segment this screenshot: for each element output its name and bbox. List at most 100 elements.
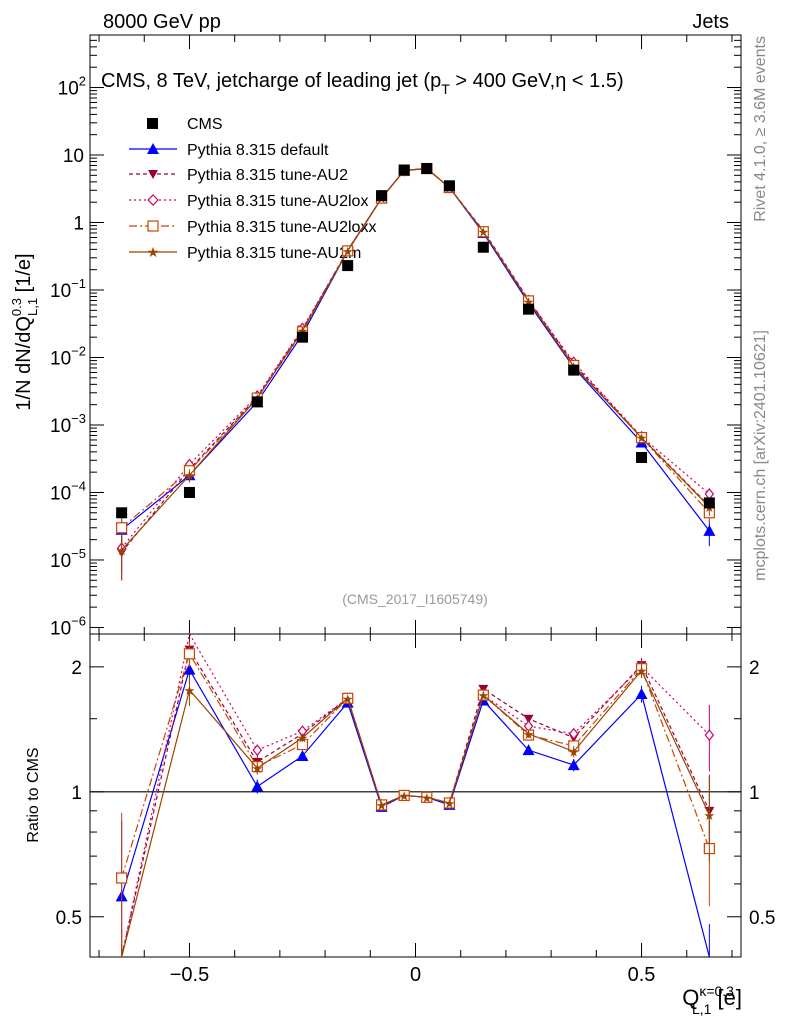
ratio-series-point-4: ★ xyxy=(444,796,456,811)
cms-data-point xyxy=(568,364,580,376)
x-tick-label: 0 xyxy=(410,964,421,986)
main-y-tick-exponent: −5 xyxy=(71,546,86,561)
legend-label-default: Pythia 8.315 default xyxy=(187,142,329,159)
cms-data-point xyxy=(296,331,308,343)
main-series-point-0 xyxy=(703,524,716,536)
ratio-series-point-4: ★ xyxy=(297,731,309,746)
main-y-tick-base: 10 xyxy=(50,483,71,504)
ratio-series-point-3 xyxy=(116,872,128,884)
legend-entry-au2m: ★ Pythia 8.315 tune-AU2m xyxy=(129,244,361,262)
ratio-series-point-2 xyxy=(568,727,579,740)
main-y-tick-base: 10 xyxy=(50,416,71,437)
ratio-series-point-0 xyxy=(251,780,264,792)
rivet-info: Rivet 4.1.0, ≥ 3.6M events xyxy=(752,36,769,222)
main-series-point-4: ★ xyxy=(636,431,648,446)
main-y-tick-exponent: −6 xyxy=(71,613,86,628)
legend-entry-au2loxx: Pythia 8.315 tune-AU2loxx xyxy=(129,219,376,236)
main-series-point-4: ★ xyxy=(297,324,309,339)
legend-entry-cms: CMS xyxy=(147,116,223,133)
legend-label-au2: Pythia 8.315 tune-AU2 xyxy=(187,167,348,184)
legend-marker-default xyxy=(147,143,159,154)
main-series-point-4: ★ xyxy=(184,468,196,483)
cms-data-point xyxy=(398,164,410,176)
ratio-series-point-4: ★ xyxy=(376,798,388,813)
main-y-tick-label: 10−1 xyxy=(50,276,86,302)
cms-data-point xyxy=(523,303,535,315)
cms-data-point xyxy=(376,190,388,202)
ratio-series-point-4: ★ xyxy=(398,788,410,803)
main-y-tick-label: 10−5 xyxy=(50,546,86,572)
main-y-label-sup: 0.3 xyxy=(9,298,24,316)
ratio-series-point-0 xyxy=(567,759,580,771)
legend-marker-au2m: ★ xyxy=(147,244,160,260)
ratio-series-point-4: ★ xyxy=(477,688,489,703)
ratio-series: ★ ★ ★ ★ ★ ★ ★ ★ ★ ★ ★ ★ ★ xyxy=(115,632,716,958)
ratio-series-point-0 xyxy=(296,749,309,761)
main-y-tick-exponent: −1 xyxy=(71,276,86,291)
analysis-watermark: (CMS_2017_I1605749) xyxy=(342,591,488,607)
main-y-tick-exponent: 2 xyxy=(79,74,86,89)
ratio-series-point-2 xyxy=(252,744,263,757)
main-y-tick-label: 10−6 xyxy=(50,613,86,639)
ratio-series-line-4 xyxy=(121,669,710,958)
main-y-tick-base: 10 xyxy=(58,79,79,100)
ratio-y-tick-label-right: 1 xyxy=(749,783,760,804)
legend-marker-au2lox xyxy=(147,194,159,206)
ratio-series-point-1 xyxy=(523,714,534,724)
ratio-y-axis-label: Ratio to CMS xyxy=(25,747,42,842)
main-y-tick-base: 10 xyxy=(63,146,84,167)
main-y-tick-label: 10−2 xyxy=(50,343,86,369)
cms-data-point xyxy=(477,241,489,253)
ratio-series-point-0 xyxy=(635,688,648,700)
main-y-tick-label: 102 xyxy=(58,74,86,100)
ratio-series-point-4: ★ xyxy=(342,691,354,706)
main-series: ★★★★★★★★★★★★★★ xyxy=(115,162,716,581)
x-axis-label: Qκ=0.3 L,1 [e] xyxy=(682,983,742,1017)
main-series-line-1 xyxy=(121,167,710,553)
legend-marker-cms xyxy=(147,118,158,129)
cms-data-point xyxy=(443,180,455,192)
main-y-label-main: 1/N dN/dQ xyxy=(13,316,35,410)
header-observable: Jets xyxy=(692,11,729,33)
ratio-y-tick-label-right: 0.5 xyxy=(749,908,775,929)
legend-entry-au2lox: Pythia 8.315 tune-AU2lox xyxy=(129,193,368,210)
main-y-tick-exponent: −4 xyxy=(71,478,86,493)
ratio-series-line-1 xyxy=(121,648,710,958)
x-label-main: Q xyxy=(682,985,699,1010)
ratio-series-point-4: ★ xyxy=(568,745,580,760)
legend-label-au2lox: Pythia 8.315 tune-AU2lox xyxy=(187,193,368,210)
ratio-y-tick-label-left: 1 xyxy=(71,783,82,804)
cms-data-point xyxy=(116,507,128,519)
main-y-tick-label: 1 xyxy=(73,214,84,235)
cms-data-point xyxy=(183,486,195,498)
main-y-tick-label: 10−3 xyxy=(50,411,86,437)
ratio-series-point-4: ★ xyxy=(421,790,433,805)
main-y-tick-base: 10 xyxy=(50,551,71,572)
main-series-point-3 xyxy=(116,522,128,534)
ratio-series-point-4: ★ xyxy=(636,664,648,679)
ratio-series-point-4: ★ xyxy=(523,727,535,742)
main-y-tick-base: 10 xyxy=(50,348,71,369)
ratio-series-point-4: ★ xyxy=(704,808,716,823)
plot-title-main: CMS, 8 TeV, jetcharge of leading jet (p xyxy=(101,70,441,92)
main-y-label-unit: [1/e] xyxy=(13,253,35,297)
legend-entry-au2: Pythia 8.315 tune-AU2 xyxy=(129,167,348,184)
x-label-sub: L,1 xyxy=(692,1001,712,1017)
main-y-tick-base: 10 xyxy=(50,618,71,639)
x-tick-label: −0.5 xyxy=(170,964,209,986)
main-series-point-4: ★ xyxy=(342,244,354,259)
main-y-tick-base: 1 xyxy=(73,214,84,235)
x-label-unit: [e] xyxy=(711,985,742,1010)
ratio-series-point-0 xyxy=(183,663,196,675)
plot-title-rest: > 400 GeV,η < 1.5) xyxy=(450,70,624,92)
legend-entry-default: Pythia 8.315 default xyxy=(129,142,329,159)
main-y-tick-exponent: −3 xyxy=(71,411,86,426)
main-y-axis-label: 1/N dN/dQ0.3L,1 [1/e] xyxy=(9,253,40,410)
main-series-point-4: ★ xyxy=(523,294,535,309)
x-label-sup: κ=0.3 xyxy=(699,983,734,999)
legend-label-au2loxx: Pythia 8.315 tune-AU2loxx xyxy=(187,219,376,236)
legend: CMS Pythia 8.315 default Pythia 8.315 tu… xyxy=(129,116,376,262)
